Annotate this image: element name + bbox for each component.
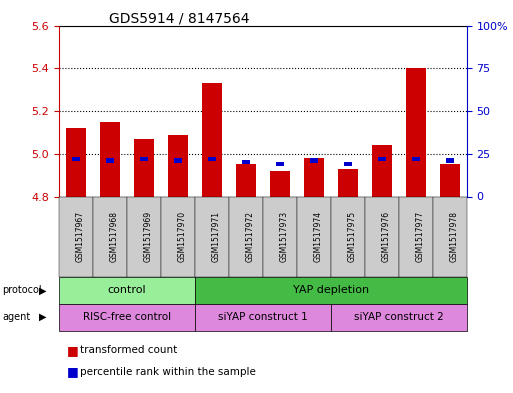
Bar <box>202 83 222 196</box>
Bar <box>106 158 114 163</box>
Text: GSM1517973: GSM1517973 <box>280 211 289 263</box>
Bar <box>140 157 148 161</box>
Bar <box>310 158 318 163</box>
Bar <box>134 139 154 196</box>
Text: GSM1517970: GSM1517970 <box>178 211 187 263</box>
Bar <box>406 68 426 196</box>
Bar <box>66 128 86 196</box>
Bar <box>411 157 420 161</box>
Text: GSM1517969: GSM1517969 <box>144 211 153 263</box>
Text: RISC-free control: RISC-free control <box>83 312 171 322</box>
Bar <box>174 158 182 163</box>
Bar <box>168 134 188 196</box>
Text: GSM1517976: GSM1517976 <box>382 211 391 263</box>
Bar <box>378 157 386 161</box>
Text: GSM1517971: GSM1517971 <box>212 211 221 262</box>
Text: GSM1517967: GSM1517967 <box>76 211 85 263</box>
Text: ■: ■ <box>67 365 78 378</box>
Text: GSM1517968: GSM1517968 <box>110 211 119 262</box>
Bar <box>446 158 454 163</box>
Text: transformed count: transformed count <box>80 345 177 355</box>
Bar <box>371 145 392 196</box>
Text: GSM1517977: GSM1517977 <box>416 211 425 263</box>
Text: GSM1517975: GSM1517975 <box>348 211 357 263</box>
Text: siYAP construct 1: siYAP construct 1 <box>218 312 308 322</box>
Text: agent: agent <box>3 312 31 322</box>
Text: siYAP construct 2: siYAP construct 2 <box>354 312 444 322</box>
Text: GSM1517978: GSM1517978 <box>450 211 459 262</box>
Text: GSM1517974: GSM1517974 <box>314 211 323 263</box>
Text: ■: ■ <box>67 343 78 357</box>
Bar <box>275 162 284 166</box>
Text: GSM1517972: GSM1517972 <box>246 211 255 262</box>
Bar <box>242 160 250 164</box>
Bar <box>270 171 290 196</box>
Text: GDS5914 / 8147564: GDS5914 / 8147564 <box>109 12 250 26</box>
Text: ▶: ▶ <box>38 312 46 322</box>
Text: percentile rank within the sample: percentile rank within the sample <box>80 367 255 377</box>
Bar <box>72 157 80 161</box>
Text: ▶: ▶ <box>38 285 46 296</box>
Bar <box>344 162 352 166</box>
Text: control: control <box>108 285 146 296</box>
Bar <box>100 122 120 196</box>
Bar <box>440 164 460 196</box>
Bar <box>208 157 216 161</box>
Text: protocol: protocol <box>3 285 42 296</box>
Bar <box>338 169 358 196</box>
Bar <box>304 158 324 196</box>
Bar <box>235 164 256 196</box>
Text: YAP depletion: YAP depletion <box>293 285 369 296</box>
